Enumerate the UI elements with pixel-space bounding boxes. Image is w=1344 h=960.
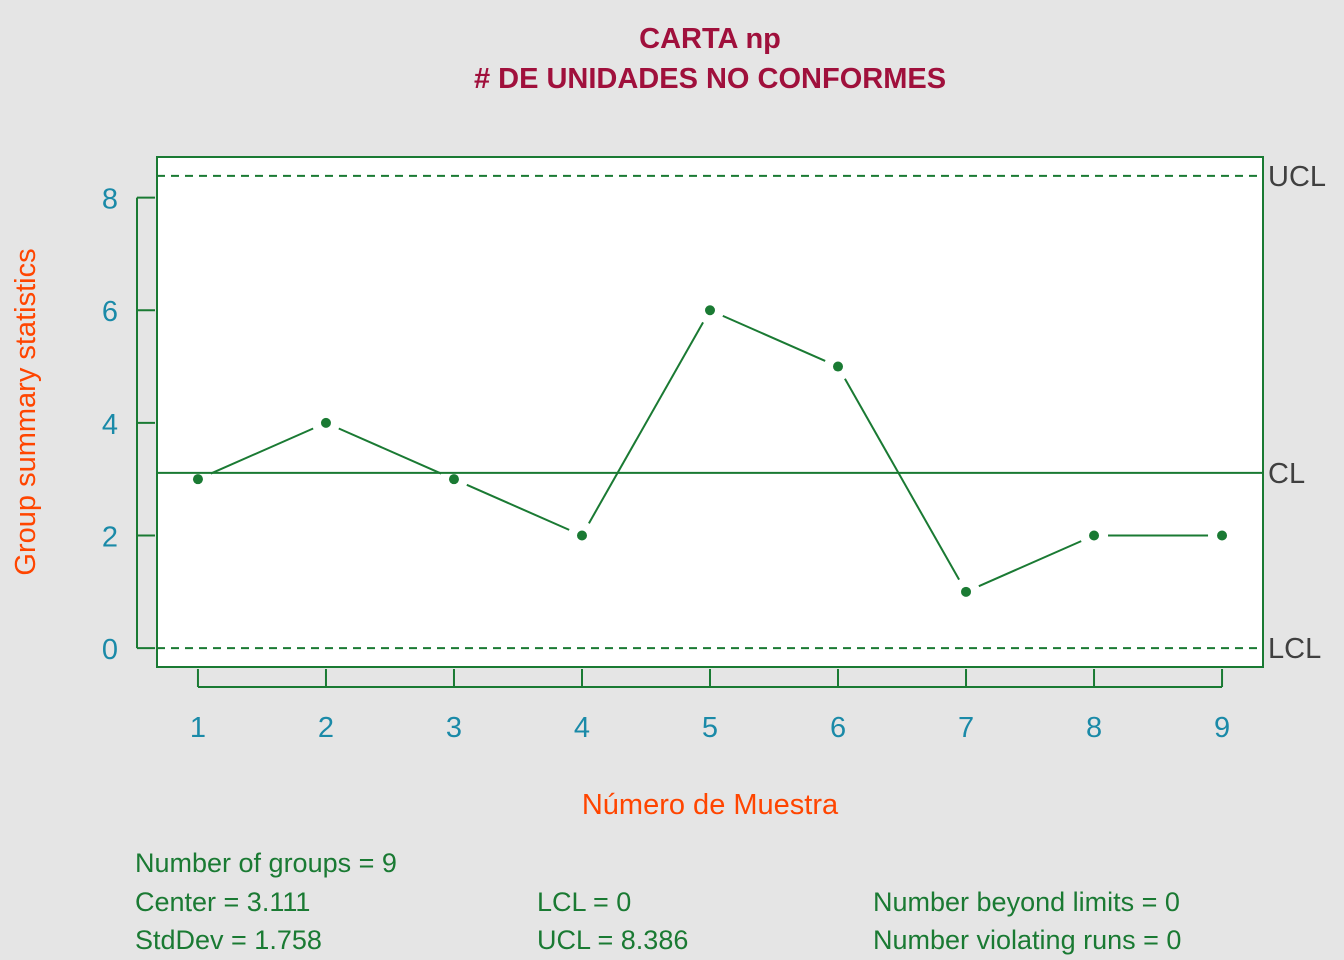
series-segment [588, 321, 704, 524]
lcl-label: LCL [1268, 633, 1321, 665]
data-point [576, 530, 587, 541]
x-tick-label: 6 [830, 712, 846, 744]
chart-subtitle: # DE UNIDADES NO CONFORMES [474, 63, 946, 95]
data-point [833, 361, 844, 372]
data-point [448, 474, 459, 485]
data-point [961, 586, 972, 597]
y-tick-label: 4 [102, 409, 118, 441]
series-segment [844, 378, 960, 581]
x-tick-label: 9 [1214, 712, 1230, 744]
y-tick-label: 0 [102, 634, 118, 666]
x-tick-label: 5 [702, 712, 718, 744]
chart-title: CARTA np [639, 23, 781, 55]
y-tick-label: 6 [102, 296, 118, 328]
plot-area [156, 156, 1264, 668]
x-tick-label: 1 [190, 712, 206, 744]
data-point [320, 417, 331, 428]
cl-label: CL [1268, 458, 1305, 490]
y-axis-label: Group summary statistics [10, 248, 42, 575]
data-point [192, 474, 203, 485]
data-point [1089, 530, 1100, 541]
y-tick-label: 2 [102, 522, 118, 554]
x-tick-label: 7 [958, 712, 974, 744]
ucl-label: UCL [1268, 161, 1326, 193]
x-tick-label: 8 [1086, 712, 1102, 744]
x-tick-label: 4 [574, 712, 590, 744]
series-segment [978, 540, 1082, 588]
data-point [705, 305, 715, 316]
y-tick-label: 8 [102, 184, 118, 216]
x-tick-label: 2 [318, 712, 334, 744]
x-axis-label: Número de Muestra [582, 789, 839, 821]
series-segment [466, 483, 570, 531]
data-point [1217, 530, 1228, 541]
x-tick-label: 3 [446, 712, 462, 744]
series-segment [338, 427, 442, 475]
series-segment [722, 314, 826, 362]
series-segment [210, 427, 314, 475]
